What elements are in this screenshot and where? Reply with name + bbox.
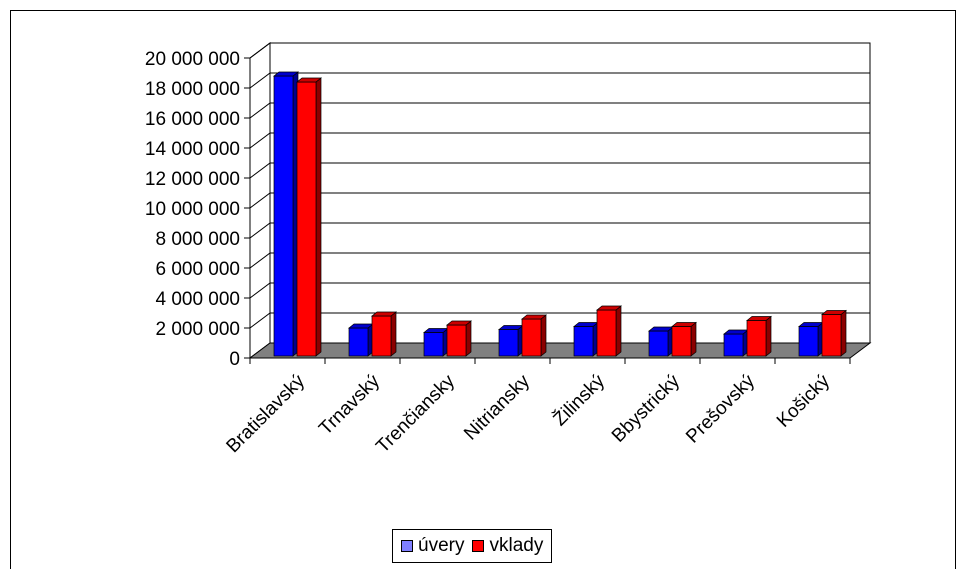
bar — [821, 314, 842, 357]
gridline — [249, 312, 870, 329]
bar-top — [671, 322, 697, 327]
y-tick-label: 2 000 000 — [155, 319, 240, 340]
legend-swatch-0 — [401, 540, 413, 552]
bar — [798, 326, 819, 357]
gridline — [249, 162, 870, 179]
bar-side — [615, 305, 622, 357]
bar-side — [540, 314, 547, 357]
x-tick-label: Bbystrický — [608, 370, 684, 446]
bar-top — [296, 77, 322, 83]
bar-side — [765, 315, 772, 357]
x-tick-label: Košický — [773, 370, 834, 431]
y-tick-label: 12 000 000 — [145, 169, 240, 190]
bar — [746, 320, 767, 357]
gridline — [249, 72, 870, 89]
bar — [423, 332, 444, 357]
bar-top — [821, 310, 847, 315]
bar-top — [521, 314, 547, 320]
gridline — [249, 42, 870, 59]
y-tick-label: 16 000 000 — [145, 109, 240, 130]
bar — [648, 330, 669, 357]
legend-label-1: vklady — [489, 535, 544, 556]
y-tick-label: 18 000 000 — [145, 79, 240, 100]
bar — [498, 329, 519, 357]
bar-side — [690, 321, 697, 357]
x-tick-label: Žilinský — [549, 370, 610, 431]
legend-label-0: úvery — [418, 535, 465, 556]
gridlines — [249, 42, 870, 329]
y-tick-label: 20 000 000 — [145, 49, 240, 70]
legend-item-0: úvery — [401, 535, 464, 557]
gridline — [249, 132, 870, 149]
bar-top — [273, 71, 299, 77]
bar — [573, 326, 594, 357]
bar-side — [390, 311, 397, 357]
y-tick-label: 10 000 000 — [145, 199, 240, 220]
x-tick-label: Nitriansky — [460, 370, 534, 444]
y-tick-label: 4 000 000 — [155, 289, 240, 310]
y-tick-label: 6 000 000 — [155, 259, 240, 280]
bar — [521, 318, 542, 357]
gridline — [249, 222, 870, 239]
floor-plane — [248, 342, 872, 359]
floor — [248, 342, 872, 359]
legend-item-1: vklady — [472, 535, 543, 557]
bar-top — [371, 311, 397, 317]
gridline — [249, 282, 870, 299]
bar-side — [315, 77, 322, 357]
y-axis: 0 2 000 000 4 000 000 6 000 000 8 000 000 10 … — [145, 49, 251, 370]
bar — [348, 327, 369, 357]
bar — [671, 326, 692, 357]
y-tick-label: 14 000 000 — [145, 139, 240, 160]
y-tick-label: 8 000 000 — [155, 229, 240, 250]
y-tick-label: 0 — [229, 349, 240, 370]
bar — [446, 324, 467, 357]
x-tick-label: Bratislavský — [223, 370, 310, 457]
plot-walls — [249, 42, 871, 359]
x-tick-label: Prešovský — [682, 370, 759, 447]
legend-swatch-1 — [472, 540, 485, 552]
legend: úvery vklady — [392, 529, 553, 563]
bar-side — [465, 320, 472, 357]
bar — [723, 333, 744, 357]
gridline — [249, 192, 870, 209]
bar-top — [596, 305, 622, 311]
x-tick-label: Trenčiansky — [372, 370, 459, 457]
gridline — [249, 102, 870, 119]
gridline — [249, 252, 870, 269]
bar — [273, 75, 294, 357]
bar — [296, 81, 317, 357]
bars — [273, 71, 847, 357]
x-tick-label: Trnavský — [315, 370, 384, 439]
bar — [596, 309, 617, 357]
bar-side — [840, 309, 847, 357]
bar-top — [746, 316, 772, 321]
bar — [371, 315, 392, 357]
bar-top — [446, 320, 472, 326]
